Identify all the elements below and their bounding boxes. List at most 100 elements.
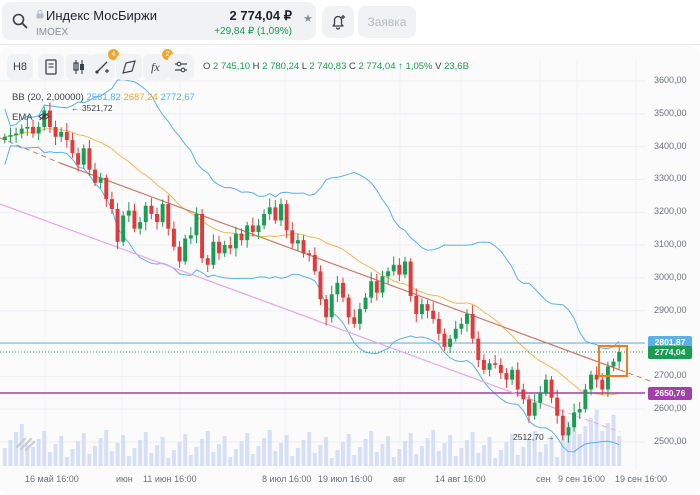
- volume-bar: [386, 436, 391, 466]
- shapes-icon: [122, 60, 136, 74]
- candle-body: [200, 213, 205, 259]
- ticker-code: IMOEX: [36, 27, 69, 38]
- price-tick-label: 2500,00: [654, 436, 687, 446]
- candle-body: [324, 299, 329, 318]
- close-value: 2 774,04: [358, 61, 396, 72]
- candle-body: [64, 131, 69, 141]
- volume-bar: [59, 436, 64, 466]
- candle-body: [532, 402, 537, 416]
- candle-body: [59, 131, 64, 137]
- volume-bar: [290, 456, 295, 466]
- volume-bar: [600, 431, 605, 466]
- price-tick-label: 3500,00: [654, 107, 687, 118]
- volume-bar: [98, 438, 103, 466]
- volume-bar: [436, 451, 441, 466]
- trend-lower-extension: [559, 409, 621, 433]
- broker-logo-icon: [15, 437, 36, 452]
- candle-body: [374, 281, 379, 293]
- candle-body: [183, 238, 188, 262]
- volume-bar: [245, 433, 250, 466]
- candle-type-button[interactable]: [66, 54, 92, 80]
- volume-bar: [617, 436, 622, 466]
- candle-body: [284, 204, 289, 231]
- volume-bar: [228, 457, 233, 466]
- candle-body: [93, 169, 97, 183]
- candle-body: [572, 412, 577, 428]
- candle-body: [2, 136, 7, 141]
- add-alert-button[interactable]: [322, 6, 354, 38]
- candle-body: [431, 310, 436, 319]
- bb-params: (20, 2,00000): [27, 92, 84, 103]
- candle-body: [36, 126, 41, 134]
- eye-off-icon[interactable]: [37, 112, 50, 121]
- current-price: 2 774,04 ₽: [229, 8, 293, 23]
- volume-bar: [414, 454, 419, 466]
- volume-bar: [211, 452, 216, 466]
- candle-body: [543, 379, 548, 393]
- candle-body: [369, 281, 374, 298]
- chart-area[interactable]: [0, 46, 700, 495]
- upper-band-tag: 2801,87: [648, 336, 692, 349]
- ema-legend[interactable]: EMA: [12, 112, 50, 123]
- candle-body: [527, 399, 531, 416]
- volume-bar: [487, 437, 492, 466]
- time-tick-label: 8 июл 16:00: [262, 474, 312, 484]
- price-chart[interactable]: [0, 46, 700, 495]
- candle-body: [566, 427, 571, 436]
- candle-body: [583, 389, 588, 410]
- candle-body: [81, 148, 86, 165]
- shapes-button[interactable]: [116, 54, 142, 80]
- volume-bar: [335, 450, 340, 466]
- candle-body: [104, 177, 109, 200]
- candle-body: [453, 328, 458, 339]
- candle-body: [600, 379, 605, 390]
- volume-bar: [205, 431, 210, 466]
- volume-bar: [121, 435, 126, 466]
- candle-body: [160, 204, 165, 223]
- volume-bar: [155, 445, 159, 466]
- indicators-button[interactable]: fx 2: [143, 49, 173, 80]
- volume-bar: [425, 438, 430, 466]
- candle-body: [53, 126, 58, 137]
- chart-settings-button[interactable]: [38, 54, 64, 80]
- change-percent: ↑ 1,05%: [398, 61, 433, 72]
- drawing-tools-button[interactable]: 4: [89, 49, 119, 80]
- time-tick-label: 16 май 16:00: [25, 474, 79, 484]
- bb-legend[interactable]: BB (20, 2,00000) 2561,82 2687,24 2772,67: [12, 92, 195, 103]
- price-tick-label: 2600,00: [654, 403, 687, 414]
- candle-body: [335, 282, 340, 295]
- volume-bar: [279, 443, 283, 466]
- bb-lower-line: [4, 145, 620, 453]
- volume-bar: [138, 440, 143, 466]
- volume-bar: [605, 423, 610, 466]
- trend-lower-line: [0, 203, 561, 411]
- volume-bar: [532, 431, 537, 466]
- candle-body: [414, 295, 419, 315]
- candle-body: [245, 225, 250, 241]
- candle-body: [397, 264, 402, 275]
- candle-body: [380, 276, 385, 293]
- volume-value: 23,6B: [444, 61, 469, 72]
- star-icon[interactable]: ★: [303, 13, 313, 25]
- layout-settings-button[interactable]: [168, 54, 194, 80]
- instrument-search-box[interactable]: Индекс МосБиржи IMOEX 2 774,04 ₽ +29,84 …: [2, 2, 316, 40]
- volume-bar: [549, 436, 554, 466]
- volume-bar: [476, 453, 481, 466]
- volume-bars: [2, 410, 622, 466]
- volume-bar: [284, 435, 289, 466]
- volume-bar: [166, 458, 171, 466]
- document-icon: [45, 59, 57, 75]
- order-button[interactable]: Заявка: [358, 6, 416, 38]
- interval-button[interactable]: H8: [7, 54, 33, 80]
- ticker-name: Индекс МосБиржи: [46, 8, 157, 23]
- volume-bar: [2, 448, 7, 466]
- time-tick-label: 19 июл 16:00: [318, 474, 373, 484]
- candle-body: [555, 397, 560, 416]
- candle-body: [295, 240, 300, 244]
- volume-bar: [329, 458, 334, 466]
- drawn-lines: [0, 137, 651, 433]
- volume-bar: [572, 413, 577, 466]
- volume-bar: [374, 452, 379, 466]
- volume-bar: [132, 448, 137, 466]
- candle-body: [617, 352, 622, 362]
